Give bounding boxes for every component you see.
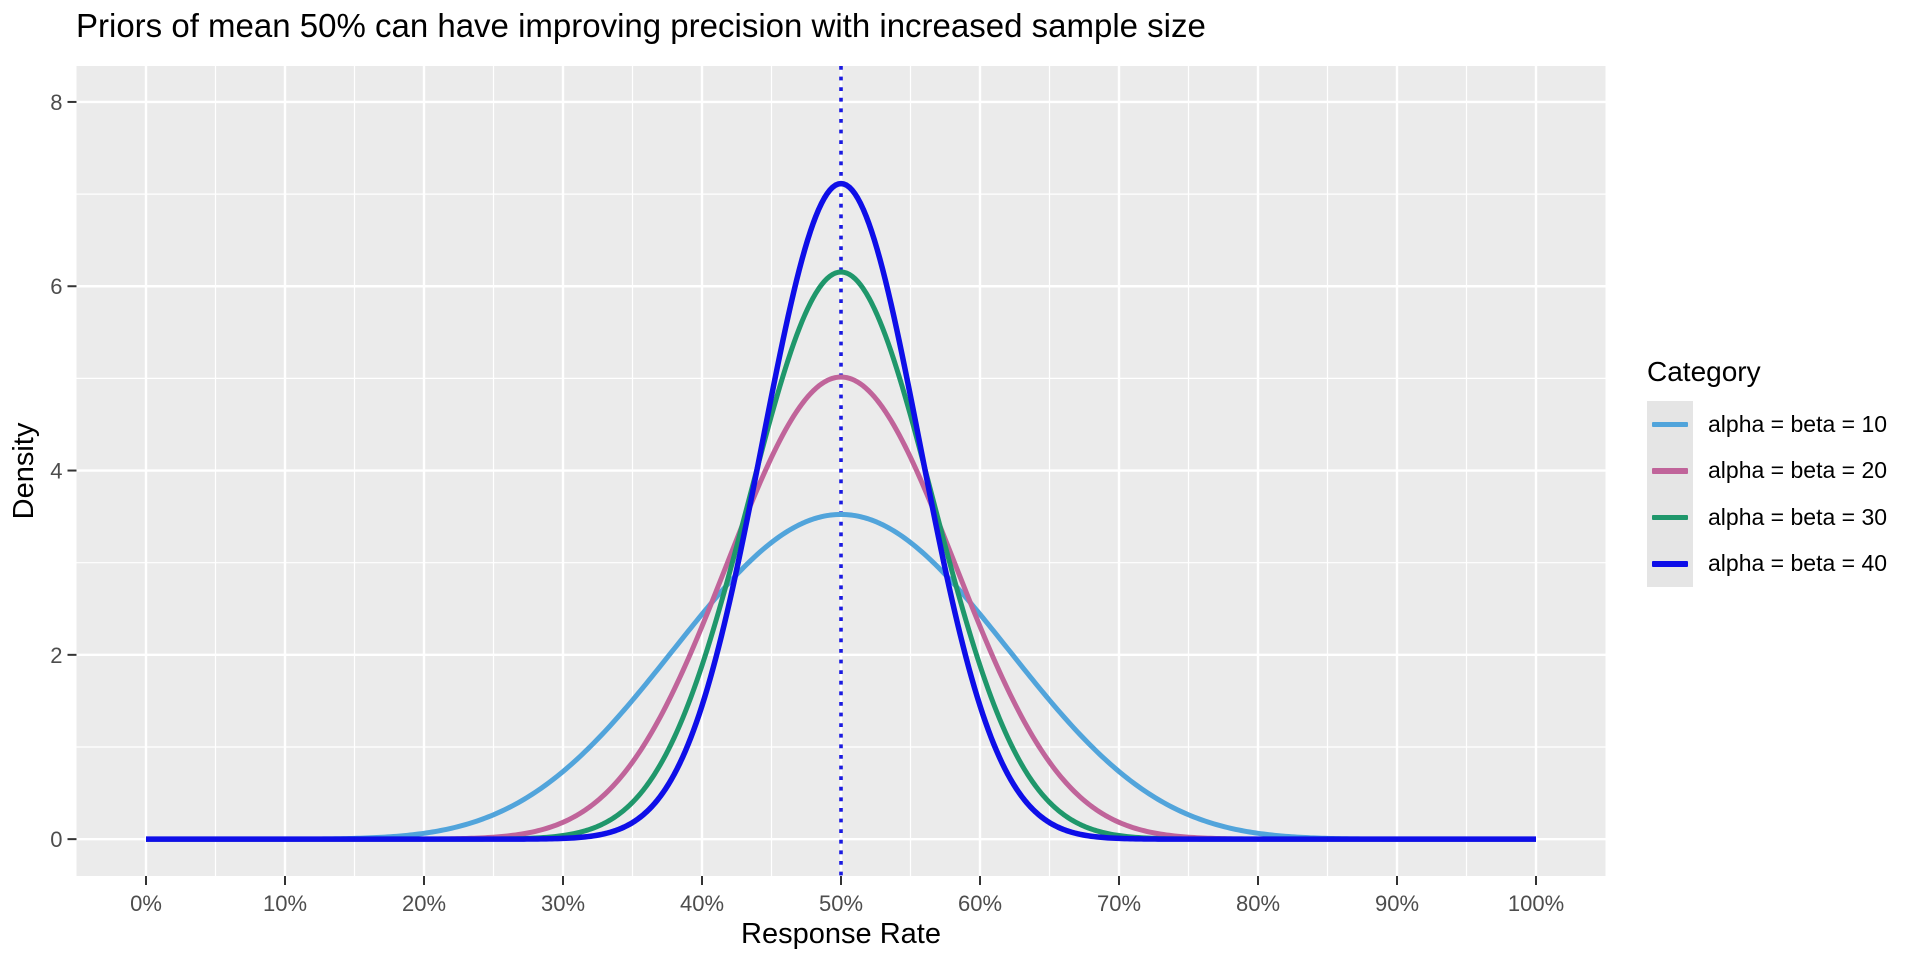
legend-label: alpha = beta = 40 xyxy=(1708,550,1888,577)
legend-item: alpha = beta = 20 xyxy=(1647,447,1888,494)
x-axis-title: Response Rate xyxy=(741,918,941,950)
legend-key xyxy=(1647,540,1693,587)
legend-label: alpha = beta = 30 xyxy=(1708,503,1888,530)
legend: Category alpha = beta = 10 alpha = beta =… xyxy=(1647,356,1887,587)
x-tick-label: 10% xyxy=(263,891,307,916)
x-tick-label: 70% xyxy=(1097,891,1141,916)
legend-item: alpha = beta = 30 xyxy=(1647,494,1887,541)
legend-line-swatch xyxy=(1652,561,1688,567)
legend-title: Category xyxy=(1647,356,1761,387)
y-tick-label: 0 xyxy=(50,827,62,852)
legend-key xyxy=(1647,401,1693,448)
x-tick-label: 40% xyxy=(680,891,724,916)
x-tick-label: 90% xyxy=(1375,891,1419,916)
x-tick-label: 80% xyxy=(1236,891,1280,916)
legend-label: alpha = beta = 10 xyxy=(1708,410,1888,437)
y-tick-label: 2 xyxy=(50,643,62,668)
curve-40-line xyxy=(146,180,1536,842)
y-tick-label: 6 xyxy=(50,274,62,299)
y-tick-label: 4 xyxy=(50,459,62,484)
x-tick-label: 30% xyxy=(541,891,585,916)
x-tick-label: 50% xyxy=(819,891,863,916)
legend-line-swatch xyxy=(1652,514,1688,520)
legend-items: alpha = beta = 10 alpha = beta = 20 alpha … xyxy=(1647,401,1887,587)
legend-key xyxy=(1647,447,1693,494)
legend-key xyxy=(1647,494,1693,541)
y-axis-title: Density xyxy=(8,422,40,520)
legend-line-swatch xyxy=(1652,468,1688,474)
chart-title: Priors of mean 50% can have improving pr… xyxy=(76,7,1206,44)
x-tick-label: 100% xyxy=(1508,891,1564,916)
y-tick-label: 8 xyxy=(50,90,62,115)
legend-item: alpha = beta = 10 xyxy=(1647,401,1887,448)
x-tick-label: 60% xyxy=(958,891,1002,916)
legend-item: alpha = beta = 40 xyxy=(1647,540,1888,587)
legend-label: alpha = beta = 20 xyxy=(1708,457,1888,484)
x-tick-label: 20% xyxy=(402,891,446,916)
legend-line-swatch xyxy=(1652,421,1688,427)
x-tick-label: 0% xyxy=(130,891,162,916)
